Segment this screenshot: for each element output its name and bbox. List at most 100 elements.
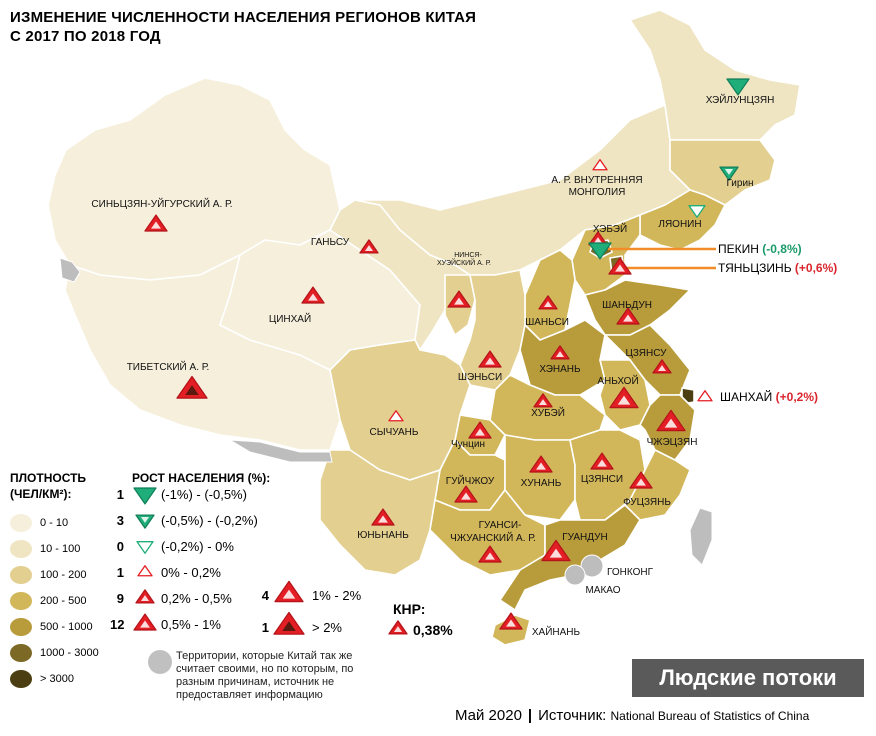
density-range-label: 1000 - 3000 [40,647,99,659]
growth-legend-item: 1 > 2% [255,620,342,635]
growth-count: 1 [116,565,124,580]
density-legend-item: 200 - 500 [10,591,86,611]
growth-marker-chongqing [468,421,492,439]
label-zhejiang: ЧЖЭЦЗЯН [647,437,698,448]
growth-range: (-0,2%) - 0% [161,539,234,554]
footer-source-label: Источник: [538,707,607,724]
growth-range: 0,2% - 0,5% [161,591,232,606]
density-swatch [10,670,32,688]
growth-legend-item: 12 0,5% - 1% [110,617,221,632]
growth-legend-item: 1 (-1%) - (-0,5%) [110,487,247,502]
label-heilongjiang: ХЭЙЛУНЦЗЯН [706,93,775,106]
growth-range: (-1%) - (-0,5%) [161,487,247,502]
growth-count: 4 [261,588,269,603]
growth-count: 0 [116,539,124,554]
label-fujian: ФУЦЗЯНЬ [623,497,671,508]
growth-marker-shandong [616,307,640,325]
growth-marker-shanxi [538,295,558,310]
label-ningxia-1: НИНСЯ- [454,252,482,259]
disputed-note: Территории, которые Китай так же считает… [176,650,354,701]
density-swatch [10,618,32,636]
label-shanxi: ШАНЬСИ [525,317,569,328]
growth-count: 1 [116,487,124,502]
density-swatch [10,644,32,662]
footer: Май 2020 | Источник: National Bureau of St… [455,707,809,724]
disputed-macau [564,564,586,586]
growth-marker-xinjiang [144,214,168,232]
growth-count: 3 [116,513,124,528]
growth-marker-guizhou [454,485,478,503]
density-legend-item: 100 - 200 [10,565,86,585]
growth-legend-item: 0 (-0,2%) - 0% [110,539,234,554]
density-legend-item: 0 - 10 [10,513,68,533]
growth-marker-jiangsu [652,359,672,374]
label-hebei: ХЭБЭЙ [593,222,627,235]
growth-count: 1 [261,620,269,635]
density-range-label: > 3000 [40,673,74,685]
density-range-label: 0 - 10 [40,517,69,529]
growth-marker-hunan [529,455,553,473]
region-heilongjiang [629,9,801,141]
disputed-taiwan [689,507,713,566]
label-macau: МАКАО [585,585,620,596]
label-gansu: ГАНЬСУ [311,237,350,248]
label-jilin: Гирин [726,178,753,189]
growth-range: (-0,5%) - (-0,2%) [161,513,258,528]
growth-range: 0,5% - 1% [161,617,221,632]
label-yunnan: ЮНЬНАНЬ [357,530,409,541]
density-legend-title: ПЛОТНОСТЬ (ЧЕЛ/КМ²): [10,470,86,502]
growth-marker-yunnan [371,508,395,526]
density-legend-title-line1: ПЛОТНОСТЬ [10,471,87,485]
growth-count: 9 [116,591,124,606]
growth-legend-item: 9 0,2% - 0,5% [110,591,232,606]
growth-range: > 2% [312,620,342,635]
growth-marker-gansu [359,239,379,254]
region-tibet [64,254,341,451]
growth-marker-liaoning [688,205,706,218]
label-inner-mongolia-1: А. Р. ВНУТРЕННЯЯ [551,175,642,186]
label-henan: ХЭНАНЬ [539,364,581,375]
growth-marker-hubei [533,393,553,408]
region-jilin [669,139,776,206]
footer-separator: | [527,707,533,724]
density-swatch [10,540,32,558]
knr-value: 0,38% [413,622,453,638]
density-range-label: 500 - 1000 [40,621,93,633]
map-title-line2: С 2017 ПО 2018 ГОД [10,28,161,45]
brand-logo: Людские потоки [632,659,864,697]
growth-marker-hainan [499,612,523,630]
growth-marker-zhejiang [656,409,686,432]
growth-range: 0% - 0,2% [161,565,221,580]
density-range-label: 10 - 100 [40,543,81,555]
region-hunan [504,434,576,521]
label-hubei: ХУБЭЙ [531,406,565,419]
growth-count: 12 [110,617,125,632]
density-legend-item: 1000 - 3000 [10,643,99,663]
label-sichuan: СЫЧУАНЬ [370,427,419,438]
density-legend-item: 10 - 100 [10,539,80,559]
label-guangdong: ГУАНДУН [562,532,607,543]
label-hongkong: ГОНКОНГ [607,567,654,578]
region-shandong [584,279,691,336]
disputed-hk [580,554,604,578]
label-ningxia-2: ХУЭЙСКИЙ А. Р. [437,258,491,267]
density-range-label: 200 - 500 [40,595,87,607]
growth-legend-item: 1 0% - 0,2% [110,565,221,580]
growth-marker-sichuan [388,410,404,422]
growth-marker-shanghai [697,390,713,402]
label-hainan: ХАЙНАНЬ [532,625,581,638]
label-inner-mongolia-2: МОНГОЛИЯ [569,187,626,198]
growth-marker-heilongjiang [726,78,750,96]
growth-marker-anhui [609,386,639,409]
region-fujian [624,449,691,521]
label-liaoning: ЛЯОНИН [658,219,701,230]
label-tibet: ТИБЕТСКИЙ А. Р. [127,360,210,373]
growth-legend-item: 4 1% - 2% [255,588,361,603]
growth-marker-tibet [176,375,208,399]
growth-marker-qinghai [301,286,325,304]
disputed-south-tibet [229,439,333,463]
density-legend-item: > 3000 [10,669,74,689]
density-range-label: 100 - 200 [40,569,87,581]
density-swatch [10,514,32,532]
